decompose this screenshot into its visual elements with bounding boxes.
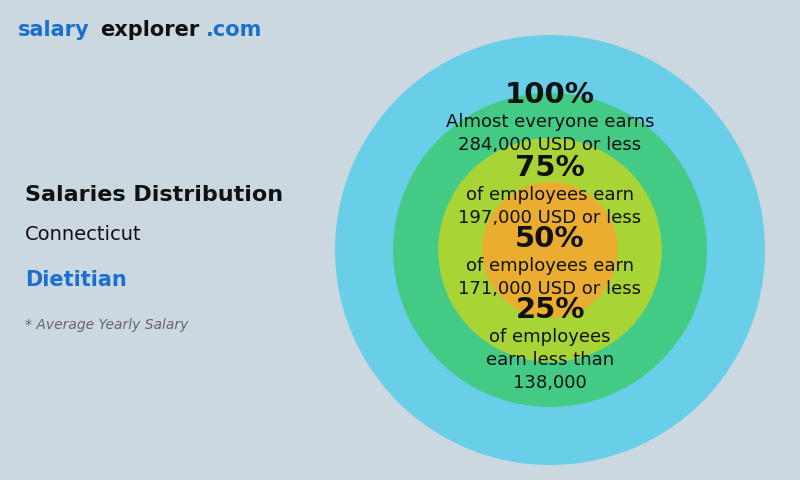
Text: 284,000 USD or less: 284,000 USD or less [458,136,642,154]
Text: .com: .com [206,20,262,40]
Circle shape [438,138,662,362]
Text: Connecticut: Connecticut [25,226,142,244]
Circle shape [393,93,707,407]
Text: Dietitian: Dietitian [25,270,126,290]
Text: of employees earn: of employees earn [466,257,634,275]
Text: 197,000 USD or less: 197,000 USD or less [458,209,642,227]
Text: Salaries Distribution: Salaries Distribution [25,185,283,205]
Circle shape [335,35,765,465]
Text: of employees earn: of employees earn [466,186,634,204]
Text: 25%: 25% [515,296,585,324]
Text: 138,000: 138,000 [513,374,587,392]
Text: explorer: explorer [100,20,199,40]
Text: salary: salary [18,20,90,40]
Circle shape [482,182,618,318]
Text: earn less than: earn less than [486,351,614,369]
Text: * Average Yearly Salary: * Average Yearly Salary [25,318,188,332]
Text: 171,000 USD or less: 171,000 USD or less [458,280,642,298]
Text: 50%: 50% [515,225,585,253]
Text: of employees: of employees [490,328,610,346]
Text: 100%: 100% [505,81,595,108]
Text: Almost everyone earns: Almost everyone earns [446,113,654,131]
Text: 75%: 75% [515,154,585,182]
